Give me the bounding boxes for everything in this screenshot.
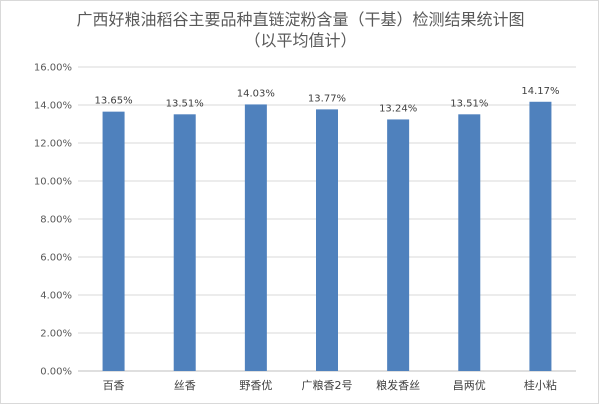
bar [316,109,338,372]
data-label: 13.51% [166,98,204,109]
data-label: 14.03% [237,88,275,99]
y-tick-label: 14.00% [34,101,72,112]
data-label: 13.65% [95,96,133,107]
x-category-label: 百香 [103,379,125,392]
bar [387,119,410,371]
x-category-label: 丝香 [174,379,196,392]
chart-title-line1: 广西好粮油稻谷主要品种直链淀粉含量（干基）检测结果统计图 [76,10,525,29]
x-category-label: 野香优 [239,379,272,392]
bar [102,111,125,372]
bar [244,104,267,372]
x-category-label: 昌两优 [453,379,486,392]
y-tick-label: 2.00% [40,329,72,340]
y-tick-label: 10.00% [34,177,72,188]
y-tick-label: 16.00% [34,63,72,74]
y-tick-label: 12.00% [34,139,72,150]
x-category-label: 粮发香丝 [376,378,420,392]
y-tick-label: 6.00% [40,253,72,264]
x-axis-category-labels: 百香 丝香 野香优 广粮香2号 粮发香丝 昌两优 桂小粘 [103,378,557,392]
data-label: 13.24% [379,103,417,114]
y-axis-tick-labels: 0.00% 2.00% 4.00% 6.00% 8.00% 10.00% 12.00% 14.… [34,63,72,378]
data-label: 14.17% [521,86,559,97]
y-tick-label: 4.00% [40,291,72,302]
x-category-label: 广粮香2号 [302,378,353,392]
bar [529,101,552,372]
x-category-label: 桂小粘 [524,378,557,392]
data-label: 13.51% [450,98,488,109]
chart-subtitle: （以平均值计） [244,31,357,50]
y-tick-label: 8.00% [40,215,72,226]
bar [173,114,196,371]
bar [458,114,481,371]
data-labels: 13.65% 13.51% 14.03% 13.77% 13.24% 13.51% 14.1… [95,86,560,115]
chart-title: 广西好粮油稻谷主要品种直链淀粉含量（干基）检测结果统计图 （以平均值计） [1,9,599,51]
bars [102,101,552,372]
y-tick-label: 0.00% [40,367,72,378]
data-label: 13.77% [308,93,346,104]
